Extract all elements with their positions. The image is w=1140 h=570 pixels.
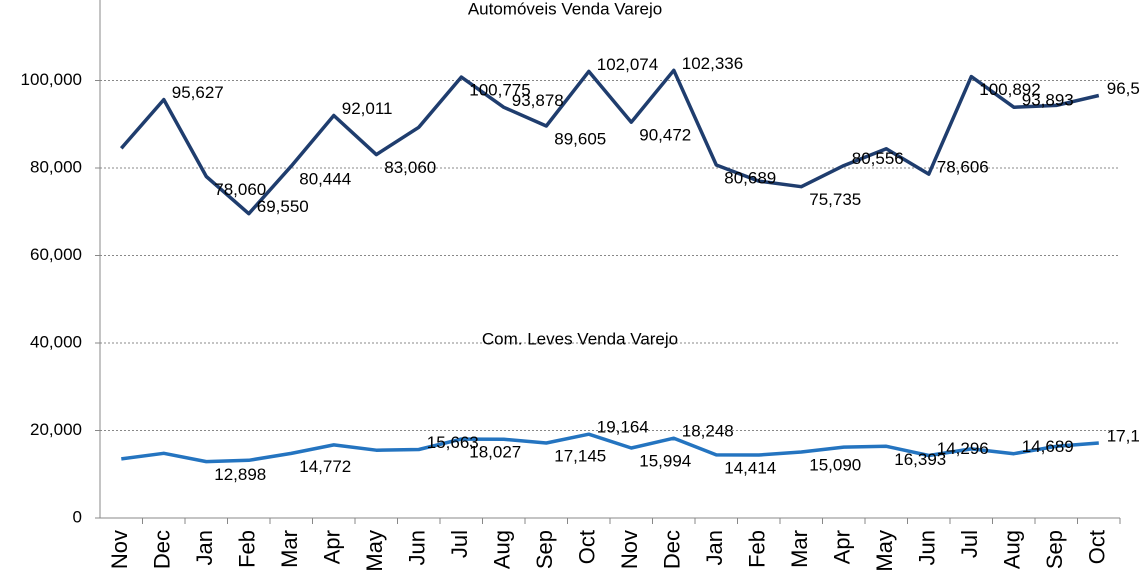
y-tick-label: 0 [73, 507, 82, 526]
data-label: 17,144 [1107, 426, 1140, 445]
x-tick-label: Apr [830, 530, 855, 564]
data-label: 80,689 [724, 168, 776, 187]
data-label: 14,414 [724, 458, 776, 477]
data-label: 16,393 [894, 450, 946, 469]
data-label: 92,011 [342, 99, 393, 118]
y-tick-label: 100,000 [21, 70, 82, 89]
x-tick-label: Nov [617, 530, 642, 569]
data-label: 17,145 [554, 446, 606, 465]
y-tick-label: 60,000 [30, 245, 82, 264]
series-line [119, 68, 1100, 216]
data-label: 19,164 [597, 418, 649, 437]
x-tick-label: Nov [107, 530, 132, 569]
y-tick-label: 40,000 [30, 332, 82, 351]
x-tick-label: Dec [660, 530, 685, 569]
data-label: 14,296 [937, 439, 989, 458]
data-label: 93,893 [1022, 91, 1074, 110]
data-label: 83,060 [384, 158, 436, 177]
x-tick-label: Aug [1000, 530, 1025, 569]
x-tick-label: Apr [320, 530, 345, 564]
data-label: 95,627 [172, 83, 224, 102]
x-tick-label: Feb [745, 530, 770, 568]
data-label: 15,090 [809, 455, 861, 474]
data-label: 78,606 [937, 158, 989, 177]
data-label: 102,074 [597, 55, 658, 74]
data-label: 14,772 [299, 457, 351, 476]
data-label: 90,472 [639, 126, 691, 145]
x-tick-label: Sep [1042, 530, 1067, 569]
data-label: 14,689 [1022, 437, 1074, 456]
x-tick-label: Jul [957, 530, 982, 558]
series-line [121, 432, 1099, 464]
x-tick-label: Jul [447, 530, 472, 558]
data-label: 18,027 [469, 443, 521, 462]
data-label: 89,605 [554, 129, 606, 148]
data-label: 12,898 [214, 465, 266, 484]
data-label: 102,336 [682, 54, 743, 73]
x-tick-label: Jun [405, 530, 430, 565]
x-tick-label: Oct [1085, 530, 1110, 564]
x-tick-label: Jun [915, 530, 940, 565]
data-label: 75,735 [809, 190, 861, 209]
data-label: 80,444 [299, 170, 351, 189]
x-tick-label: Mar [277, 530, 302, 568]
data-label: 18,248 [682, 422, 734, 441]
x-tick-label: Jan [192, 530, 217, 565]
x-tick-label: Mar [787, 530, 812, 568]
x-tick-label: May [872, 530, 897, 570]
x-tick-label: Jan [702, 530, 727, 565]
data-label: 15,663 [427, 433, 479, 452]
data-label: 78,060 [214, 180, 266, 199]
x-tick-label: May [362, 530, 387, 570]
x-tick-label: Feb [235, 530, 260, 568]
y-tick-label: 20,000 [30, 420, 82, 439]
data-label: 96,569 [1107, 79, 1140, 98]
data-label: 100,775 [469, 81, 530, 100]
x-tick-label: Dec [150, 530, 175, 569]
data-label: 100,892 [979, 80, 1040, 99]
data-label: 80,556 [852, 149, 904, 168]
y-tick-label: 80,000 [30, 157, 82, 176]
x-tick-label: Aug [490, 530, 515, 569]
data-label: 15,994 [639, 452, 691, 471]
series-name: Automóveis Venda Varejo [468, 0, 662, 18]
x-tick-label: Sep [532, 530, 557, 569]
data-label: 69,550 [257, 197, 309, 216]
y-tick-label: 120,000 [21, 0, 82, 1]
series-name: Com. Leves Venda Varejo [482, 329, 678, 348]
data-label: 93,878 [512, 91, 564, 110]
x-tick-label: Oct [575, 530, 600, 564]
